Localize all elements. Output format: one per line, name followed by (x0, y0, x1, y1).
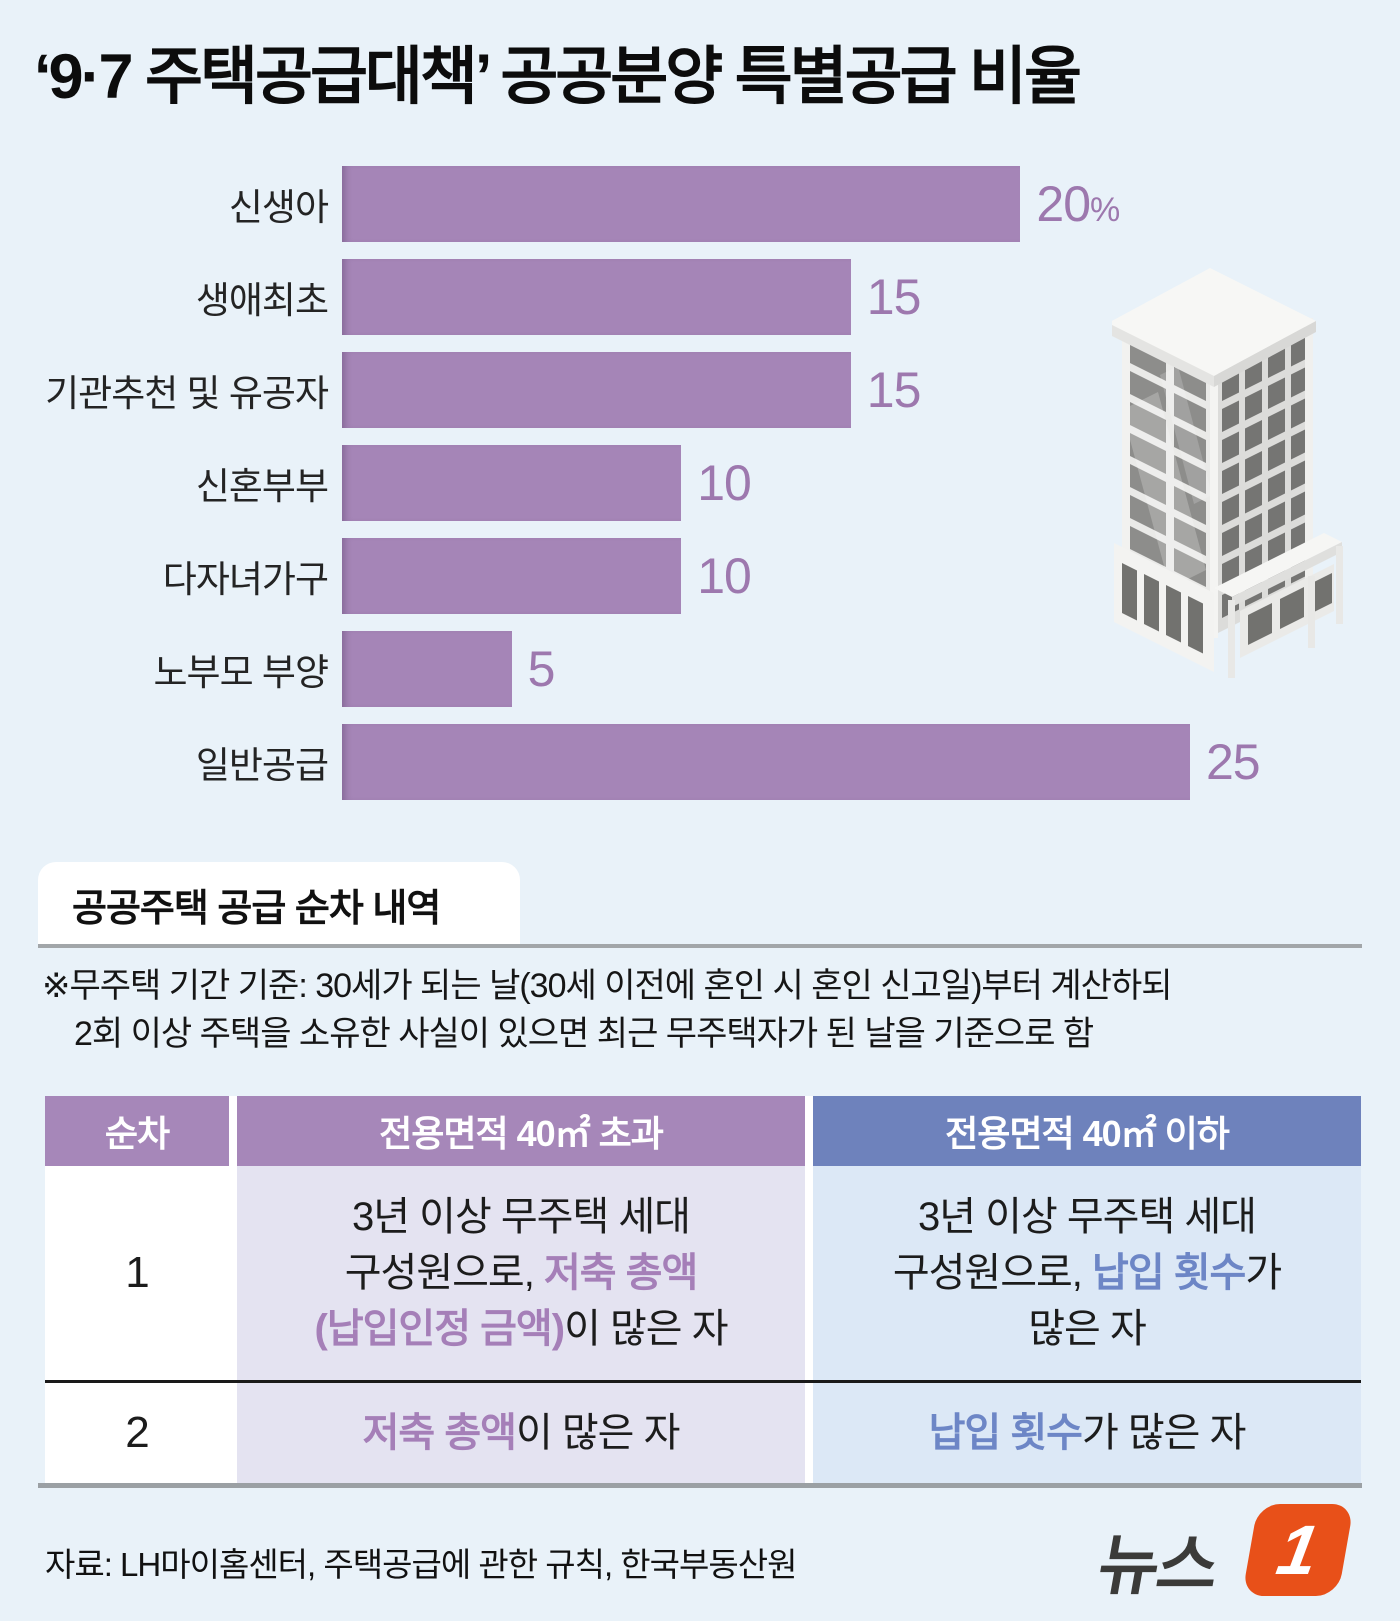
annex-left-windows (1122, 563, 1203, 654)
bar-value-label: 15 (866, 362, 922, 418)
chart-row: 노부모 부양 5 (20, 631, 1380, 707)
table-cell-over40: 저축 총액이 많은 자 (237, 1383, 805, 1483)
table-cell-text: 이 많은 자 (515, 1411, 680, 1455)
bar (342, 631, 512, 707)
table-cell-text: 저축 총액 (362, 1411, 517, 1455)
bar-chart: 신생아 20% 생애최초 15 기관추천 및 유공자 15 신혼부부 10 다자녀가구 10 노부모… (20, 166, 1380, 817)
bar-value-label: 25 (1206, 734, 1261, 790)
table-cell-text: 가 (1245, 1251, 1282, 1295)
footnote: ※무주택 기간 기준: 30세가 되는 날(30세 이전에 혼인 시 혼인 신고… (42, 962, 1372, 1058)
bar-value-label: 5 (527, 641, 556, 697)
section-divider (38, 944, 1362, 948)
chart-row: 기관추천 및 유공자 15 (20, 352, 1380, 428)
table-cell-text: 많은 자 (1028, 1307, 1147, 1351)
table-cell-text: 납입 횟수 (928, 1411, 1083, 1455)
table-cell-text: 저축 총액 (543, 1251, 698, 1295)
table-cell-text: 가 많은 자 (1081, 1411, 1246, 1455)
table-cell-under40: 납입 횟수가 많은 자 (813, 1383, 1361, 1483)
table-cell-seq: 2 (45, 1383, 229, 1483)
source-credit: 자료: LH마이홈센터, 주택공급에 관한 규칙, 한국부동산원 (45, 1546, 797, 1583)
table-header-row: 순차 전용면적 40㎡ 초과 전용면적 40㎡ 이하 (45, 1096, 1361, 1166)
bar (342, 445, 682, 521)
bar-value-label: 10 (697, 455, 752, 511)
bar-value-label: 10 (697, 548, 752, 604)
table-cell-seq: 1 (45, 1166, 229, 1380)
news1-logo-text: 뉴스 (1092, 1528, 1224, 1602)
page-title: ‘9·7 주택공급대책’ 공공분양 특별공급 비율 (34, 42, 1082, 112)
table-cell-text: (납입인정 금액) (314, 1307, 566, 1351)
table-header-under40: 전용면적 40㎡ 이하 (813, 1096, 1361, 1166)
section-header: 공공주택 공급 순차 내역 (38, 862, 520, 946)
news1-logo-badge: 1 (1241, 1504, 1355, 1596)
bar-label: 신혼부부 (195, 466, 329, 507)
chart-row: 신생아 20% (20, 166, 1380, 242)
chart-row: 일반공급 25 (20, 724, 1380, 800)
table-header-over40: 전용면적 40㎡ 초과 (237, 1096, 805, 1166)
annex-right-windows (1248, 573, 1332, 645)
footnote-line2: 2회 이상 주택을 소유한 사실이 있으면 최근 무주택자가 된 날을 기준으로… (74, 1015, 1094, 1053)
bar-label: 일반공급 (195, 745, 329, 786)
bar-label: 다자녀가구 (162, 559, 329, 600)
bar-label: 기관추천 및 유공자 (45, 373, 329, 414)
chart-row: 신혼부부 10 (20, 445, 1380, 521)
sequence-table: 순차 전용면적 40㎡ 초과 전용면적 40㎡ 이하 1 3년 이상 무주택 세… (45, 1096, 1361, 1483)
table-cell-text: 구성원으로, (892, 1251, 1093, 1295)
bar (342, 259, 851, 335)
bar-value-label: 15 (866, 269, 922, 325)
table-cell-text: 구성원으로, (344, 1251, 544, 1295)
table-row: 2 저축 총액이 많은 자 납입 횟수가 많은 자 (45, 1383, 1361, 1483)
bar-value-label: 20% (1036, 176, 1120, 232)
news1-logo: 뉴스 1 (1093, 1498, 1355, 1608)
bar-label: 신생아 (228, 187, 329, 228)
bar-label: 노부모 부양 (153, 652, 329, 693)
section-header-label: 공공주택 공급 순차 내역 (72, 887, 441, 930)
bar-label: 생애최초 (195, 280, 329, 321)
bar (342, 166, 1021, 242)
table-row-divider (45, 1380, 1361, 1383)
table-cell-text: 이 많은 자 (564, 1307, 728, 1351)
table-cell-text: 3년 이상 무주택 세대 (918, 1195, 1257, 1239)
chart-row: 다자녀가구 10 (20, 538, 1380, 614)
news1-logo-number: 1 (1271, 1511, 1325, 1589)
table-cell-text: 납입 횟수 (1092, 1251, 1246, 1295)
chart-row: 생애최초 15 (20, 259, 1380, 335)
table-cell-text: 3년 이상 무주택 세대 (352, 1195, 691, 1239)
bar (342, 724, 1190, 800)
table-bottom-divider (38, 1483, 1362, 1488)
table-header-seq: 순차 (45, 1096, 229, 1166)
bar (342, 538, 682, 614)
footnote-line1: ※무주택 기간 기준: 30세가 되는 날(30세 이전에 혼인 시 혼인 신고… (42, 967, 1173, 1005)
bar (342, 352, 851, 428)
building-illustration (1112, 268, 1343, 678)
